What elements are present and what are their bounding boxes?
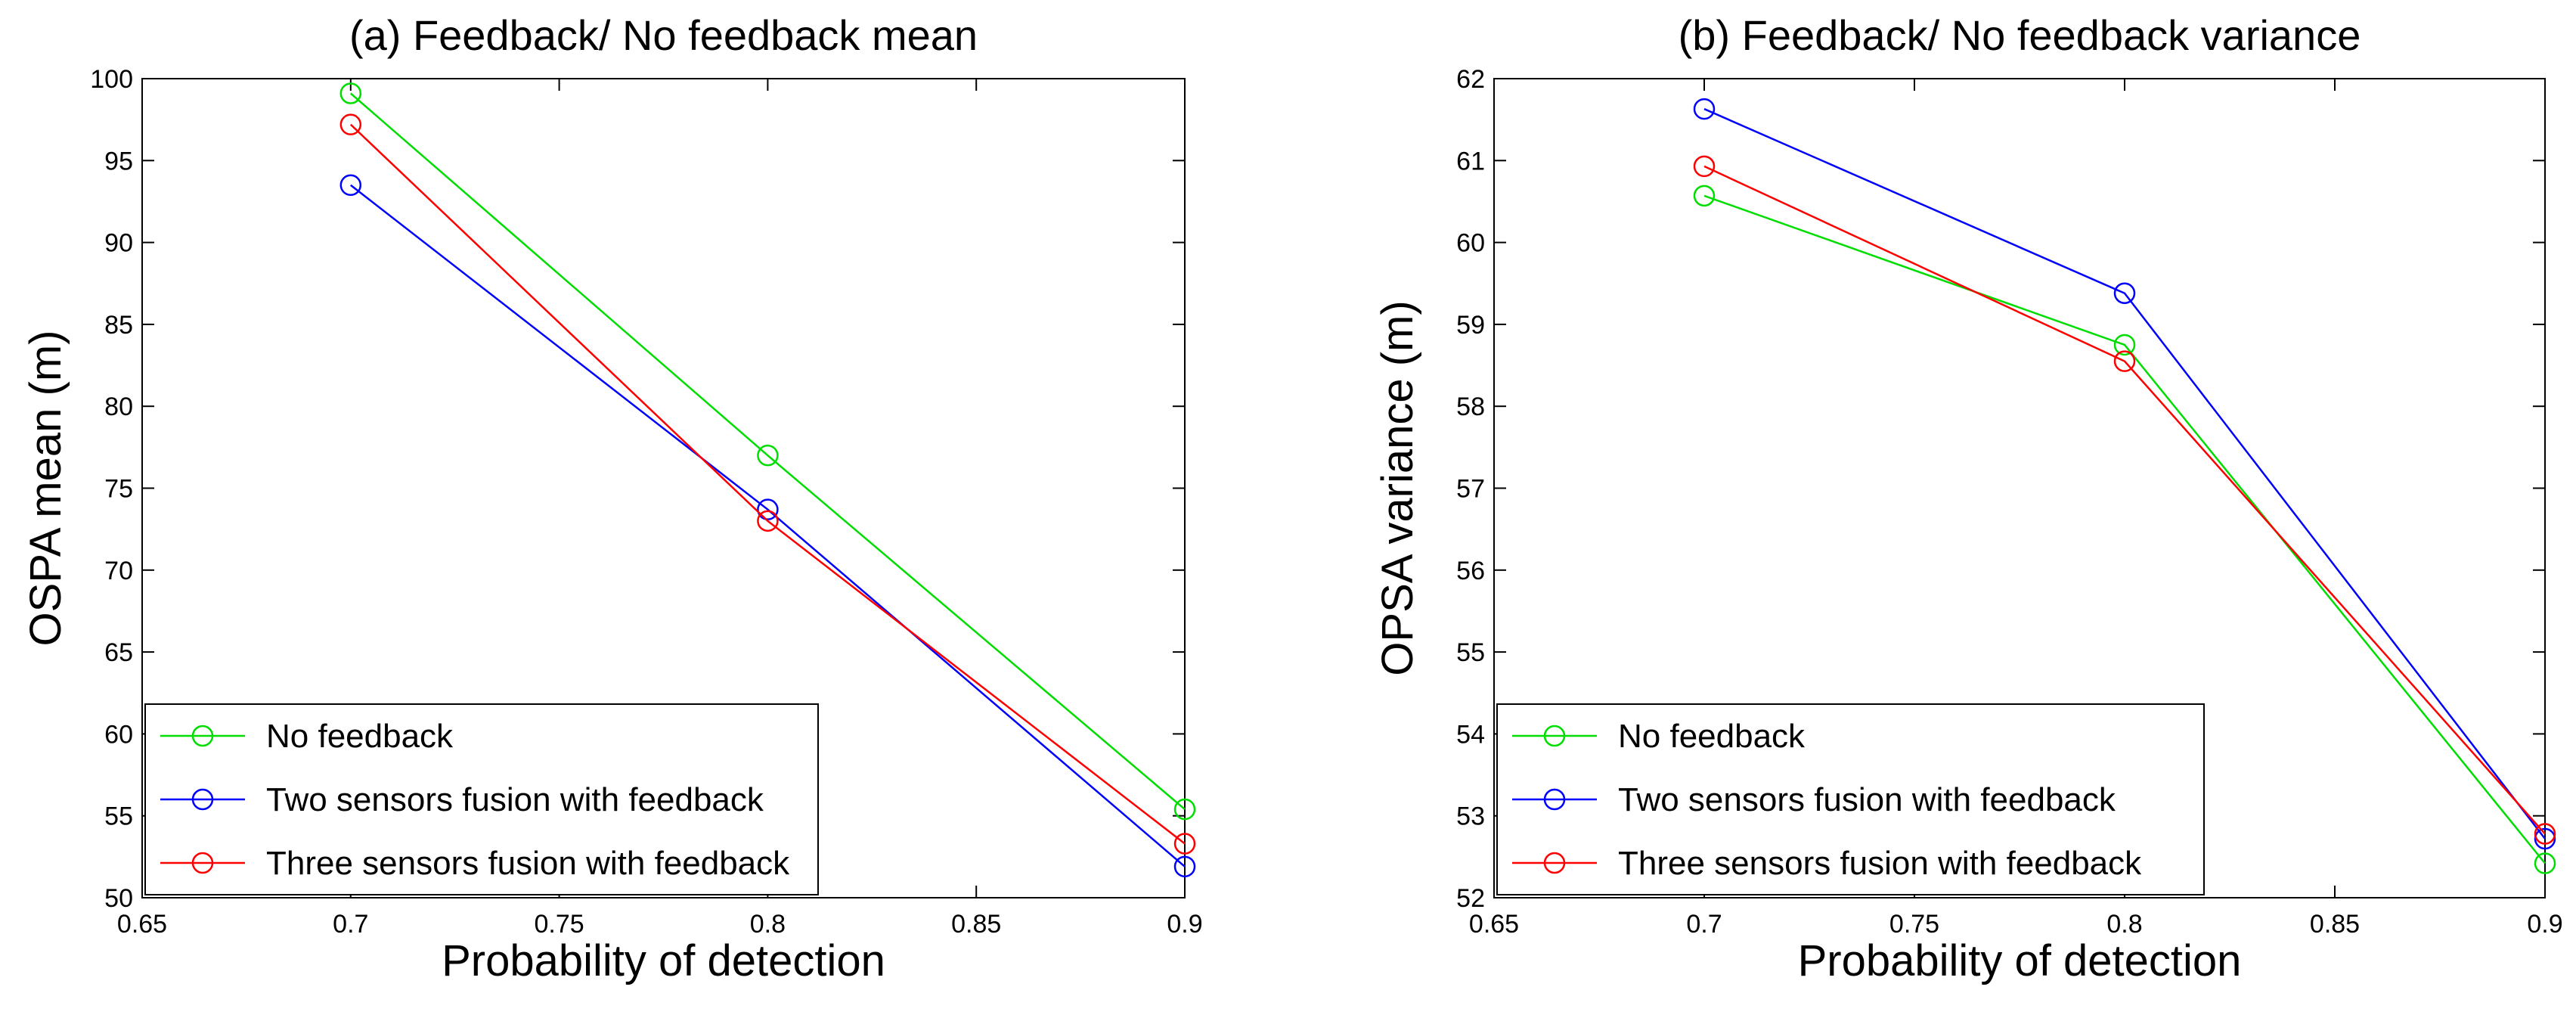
x-tick-label: 0.85 (951, 910, 1001, 939)
data-point (1693, 98, 1716, 120)
data-point (2113, 282, 2136, 304)
y-tick-label: 55 (104, 802, 133, 831)
data-point (757, 510, 779, 532)
chart-mean: (a) Feedback/ No feedback mean 0.65 0.7 0.7… (21, 11, 1203, 985)
y-tick-label: 59 (1456, 311, 1485, 340)
y-tick-label: 57 (1456, 475, 1485, 504)
y-tick-label: 60 (1456, 229, 1485, 258)
data-point (757, 444, 779, 467)
x-tick-label: 0.8 (750, 910, 786, 939)
x-tick-label: 0.7 (1686, 910, 1722, 939)
series-line-0 (349, 92, 1186, 810)
legend-marker (191, 788, 214, 811)
y-tick-label: 85 (104, 311, 133, 340)
x-axis-label: Probability of detection (1798, 936, 2242, 985)
y-tick-label: 52 (1456, 884, 1485, 913)
x-tick-label: 0.9 (2527, 910, 2562, 939)
x-tick-label: 0.7 (333, 910, 368, 939)
y-tick-label: 75 (104, 475, 133, 504)
y-tick-label: 54 (1456, 720, 1485, 749)
y-tick-label: 65 (104, 638, 133, 667)
series-line-2 (1703, 165, 2546, 835)
x-tick-label: 0.85 (2310, 910, 2360, 939)
data-point (339, 113, 362, 135)
data-point (2113, 334, 2136, 356)
x-tick-label: 0.75 (1889, 910, 1939, 939)
series-line-2 (349, 123, 1186, 845)
series-line-1 (1703, 107, 2546, 839)
data-point (757, 498, 779, 520)
legend-marker (1543, 725, 1566, 747)
legend-label: Two sensors fusion with feedback (1618, 781, 2116, 818)
y-tick-label: 90 (104, 229, 133, 258)
data-point (1173, 855, 1196, 878)
legend-marker (1543, 852, 1566, 874)
chart-variance: (b) Feedback/ No feedback variance 0.65 0.… (1373, 11, 2563, 985)
chart-title: (b) Feedback/ No feedback variance (1679, 11, 2361, 59)
y-tick-label: 80 (104, 393, 133, 421)
legend-marker (191, 852, 214, 874)
data-point (339, 82, 362, 104)
data-point (2534, 852, 2556, 874)
legend-marker (1543, 788, 1566, 811)
x-tick-label: 0.9 (1167, 910, 1202, 939)
data-point (1173, 833, 1196, 855)
legend-box (144, 703, 819, 895)
y-tick-label: 50 (104, 884, 133, 913)
data-point (339, 174, 362, 197)
y-tick-label: 70 (104, 557, 133, 585)
y-tick-label: 60 (104, 720, 133, 749)
data-point (2113, 350, 2136, 372)
series-line-0 (1703, 194, 2546, 864)
data-point (1693, 155, 1716, 178)
y-tick-label: 58 (1456, 393, 1485, 421)
legend: No feedback Two sensors fusion with feedb… (1496, 703, 2205, 895)
data-point (1693, 185, 1716, 207)
y-tick-label: 56 (1456, 557, 1485, 585)
data-point (1173, 798, 1196, 821)
x-tick-label: 0.65 (1469, 910, 1519, 939)
legend-box (1496, 703, 2205, 895)
legend-label: No feedback (1618, 718, 1806, 755)
data-point (2534, 827, 2556, 850)
x-tick-label: 0.75 (535, 910, 584, 939)
x-axis-label: Probability of detection (442, 936, 885, 985)
legend-label: No feedback (266, 718, 454, 755)
legend-marker (191, 725, 214, 747)
y-tick-label: 62 (1456, 65, 1485, 94)
y-tick-label: 95 (104, 147, 133, 175)
x-tick-label: 0.8 (2106, 910, 2142, 939)
y-axis-label: OSPA mean (m) (21, 331, 70, 647)
legend-label: Two sensors fusion with feedback (266, 781, 764, 818)
y-tick-label: 53 (1456, 802, 1485, 831)
y-tick-label: 100 (90, 65, 133, 94)
x-tick-label: 0.65 (117, 910, 167, 939)
legend: No feedback Two sensors fusion with feedb… (144, 703, 819, 895)
y-tick-label: 55 (1456, 638, 1485, 667)
legend-label: Three sensors fusion with feedback (1618, 845, 2142, 882)
legend-label: Three sensors fusion with feedback (266, 845, 790, 882)
y-axis-label: OPSA variance (m) (1373, 300, 1422, 675)
chart-title: (a) Feedback/ No feedback mean (349, 11, 978, 59)
series-line-1 (350, 184, 1186, 867)
data-point (2534, 823, 2556, 845)
y-tick-label: 61 (1456, 147, 1485, 175)
